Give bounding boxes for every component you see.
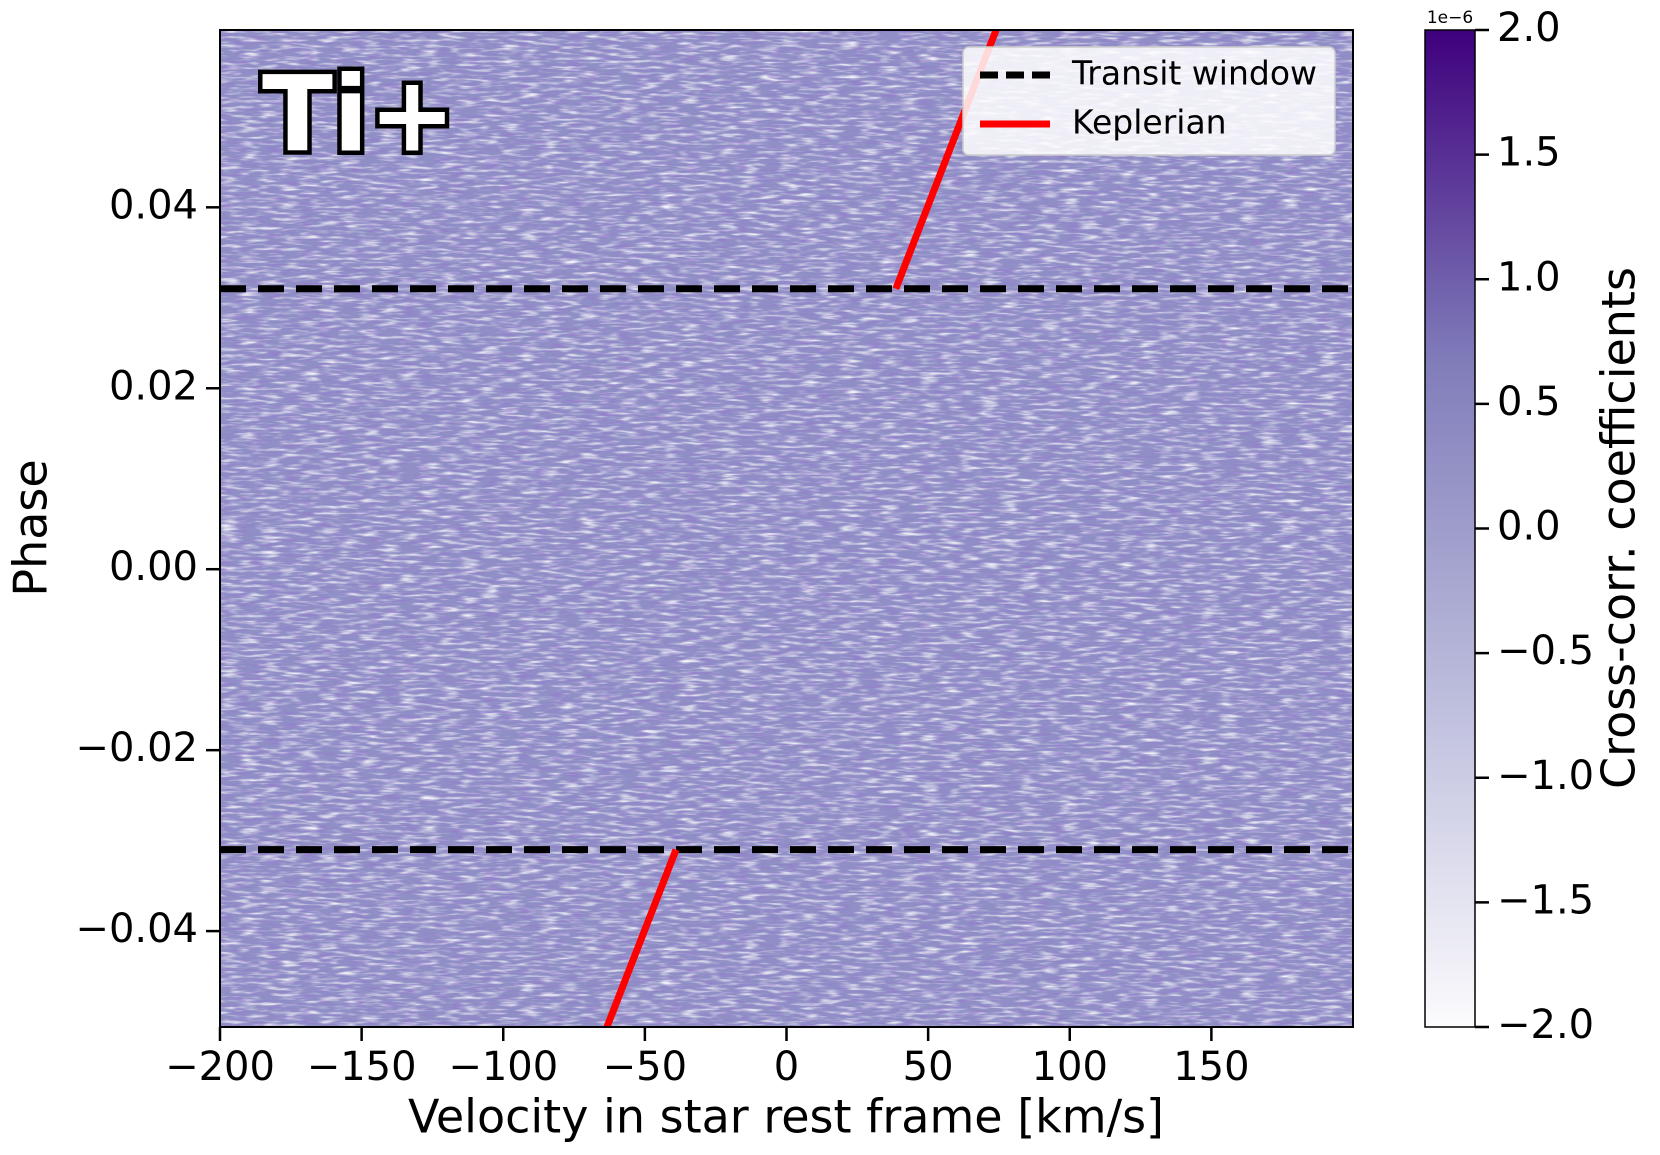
y-tick-label: 0.00 bbox=[109, 544, 198, 590]
colorbar-tick-label: −1.0 bbox=[1497, 753, 1594, 799]
y-tick-label: −0.02 bbox=[75, 725, 198, 771]
legend-label: Keplerian bbox=[1072, 103, 1227, 142]
heatmap-texture bbox=[220, 30, 1353, 1027]
x-tick-label: 50 bbox=[903, 1044, 954, 1090]
y-tick-label: 0.02 bbox=[109, 363, 198, 409]
x-tick-label: −150 bbox=[307, 1044, 417, 1090]
annotation: Ti+ bbox=[262, 53, 456, 175]
heatmap bbox=[220, 30, 1353, 1027]
colorbar-tick-label: −1.5 bbox=[1497, 877, 1594, 923]
colorbar-tick-label: 1.0 bbox=[1497, 254, 1561, 300]
colorbar bbox=[1424, 29, 1476, 1028]
colorbar-tick-label: 0.0 bbox=[1497, 504, 1561, 550]
colorbar-tick-label: −0.5 bbox=[1497, 628, 1594, 674]
y-tick-label: 0.04 bbox=[109, 182, 198, 228]
keplerian-line bbox=[603, 848, 680, 1027]
x-axis-label: Velocity in star rest frame [km/s] bbox=[408, 1090, 1164, 1144]
x-tick-label: −100 bbox=[448, 1044, 558, 1090]
colorbar-tick-label: 2.0 bbox=[1497, 5, 1561, 51]
x-tick-label: 150 bbox=[1173, 1044, 1249, 1090]
x-tick-label: −50 bbox=[603, 1044, 687, 1090]
legend-label: Transit window bbox=[1071, 54, 1317, 93]
y-axis-label: Phase bbox=[4, 459, 58, 596]
colorbar-label: Cross-corr. coefficients bbox=[1592, 267, 1646, 789]
legend: Transit window Keplerian bbox=[962, 46, 1336, 156]
x-tick-label: −200 bbox=[165, 1044, 275, 1090]
y-tick-label: −0.04 bbox=[75, 906, 198, 952]
x-tick-label: 0 bbox=[774, 1044, 799, 1090]
x-tick-label: 100 bbox=[1032, 1044, 1108, 1090]
colorbar-tick-label: −2.0 bbox=[1497, 1002, 1594, 1048]
colorbar-tick-label: 1.5 bbox=[1497, 130, 1561, 176]
legend-box bbox=[962, 46, 1336, 156]
colorbar-tick-label: 0.5 bbox=[1497, 379, 1561, 425]
colorbar-offset: 1e−6 bbox=[1427, 8, 1473, 28]
